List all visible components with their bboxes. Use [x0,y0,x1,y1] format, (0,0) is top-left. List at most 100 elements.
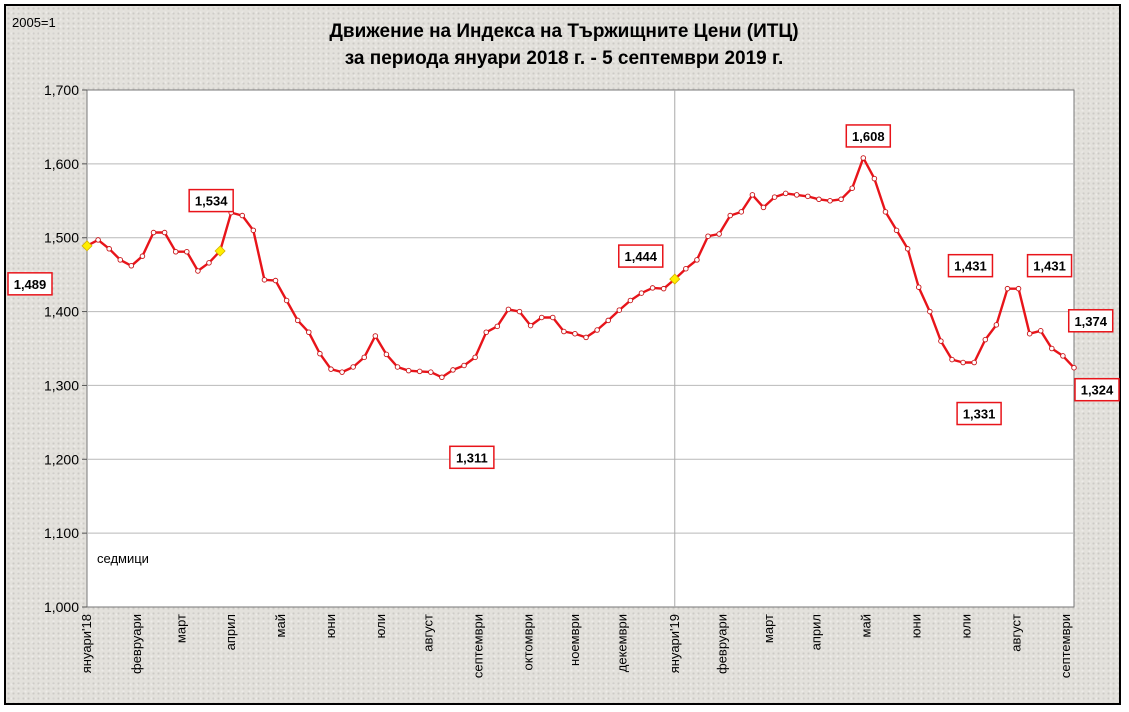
data-point [760,204,767,211]
data-point [904,246,911,252]
data-point [616,307,623,313]
data-point [1049,345,1055,352]
data-point [627,297,634,304]
data-point [383,351,390,358]
y-tick-label: 1,500 [44,230,79,246]
data-point [239,212,246,219]
data-point [915,284,922,290]
chart-title-line2: за периода януари 2018 г. - 5 септември … [345,48,784,69]
data-point [1015,285,1022,292]
x-tick-label: октомври [520,614,535,670]
data-point [1037,328,1044,334]
x-axis-label: седмици [97,551,149,566]
x-tick-label: юли [373,614,388,638]
data-point [1071,364,1077,371]
data-label-box [7,272,53,296]
data-point [583,334,589,341]
data-point [749,192,756,198]
data-point [328,366,334,372]
x-tick-label: февруари [714,614,729,674]
x-tick-label: декември [615,614,630,672]
data-point [317,350,323,357]
data-label: 1,489 [14,277,47,292]
data-label: 1,324 [1081,383,1114,398]
data-point [871,175,878,182]
data-point [95,237,101,243]
data-point [771,194,778,200]
data-point [172,248,179,255]
y-tick-label: 1,200 [44,451,79,467]
data-point [294,317,301,324]
data-point [394,364,401,370]
data-label: 1,431 [954,259,987,274]
data-markers [81,155,1077,381]
data-point [860,155,867,161]
data-point [538,314,545,321]
data-point [805,193,811,200]
data-point [683,265,689,272]
data-point [1026,330,1033,337]
gridlines [87,163,1074,534]
x-tick-label: април [809,614,824,650]
data-label: 1,431 [1033,259,1066,274]
data-label: 1,311 [456,450,488,465]
x-tick-label: септември [1058,614,1073,678]
y-axis: 1,000 1,100 1,200 1,300 1,400 1,500 1,600 1,700 [44,82,87,615]
y-tick-label: 1,100 [44,525,79,541]
data-point [439,374,445,381]
data-point [927,308,933,315]
x-tick-label: юни [323,614,338,638]
data-point [106,246,112,252]
x-tick-label: януари'18 [79,614,94,673]
base-note: 2005=1 [12,15,56,30]
data-label: 1,331 [963,407,996,422]
x-axis: януари'18 февруари март април май юни юли авгус… [79,614,1073,678]
data-point [150,229,157,236]
data-point [416,368,423,375]
data-label: 1,608 [852,129,885,144]
data-point [572,330,578,337]
data-point [738,209,745,215]
x-tick-label: март [761,614,776,643]
data-point [605,317,611,324]
x-tick-label: март [173,614,188,643]
data-label-box [618,244,664,268]
data-point [361,354,367,361]
data-point [494,323,501,330]
data-point [206,260,212,266]
data-point [161,229,168,236]
data-label: 1,534 [195,194,228,209]
data-point [350,364,356,370]
data-label-box [956,401,1002,426]
highlight-point [214,245,226,257]
data-point [283,297,290,304]
data-point [405,367,412,374]
x-tick-label: април [223,614,238,650]
data-point [261,277,268,283]
data-label-box [947,253,994,278]
data-point [882,209,889,215]
y-tick-label: 1,700 [44,82,79,98]
x-tick-label: май [859,614,874,637]
data-label-box [188,188,234,213]
data-labels: 1,489 1,534 1,311 1,444 1,608 1,331 1,431 1,431… [7,124,1120,470]
data-point [428,369,434,375]
data-point [128,263,135,269]
x-tick-label: август [1008,614,1023,652]
data-point [649,285,656,291]
data-point [816,196,822,203]
data-point [694,257,700,263]
data-point [117,257,124,263]
data-point [516,308,523,315]
data-point [272,277,279,284]
data-point [250,227,257,234]
x-tick-label: януари'19 [667,614,682,673]
data-point [561,328,567,335]
y-tick-label: 1,400 [44,304,79,320]
data-point [339,369,345,375]
x-tick-label: юни [909,614,924,638]
data-point [727,212,733,219]
data-point [949,356,955,363]
data-point [716,231,722,237]
data-label-box [1067,309,1114,333]
